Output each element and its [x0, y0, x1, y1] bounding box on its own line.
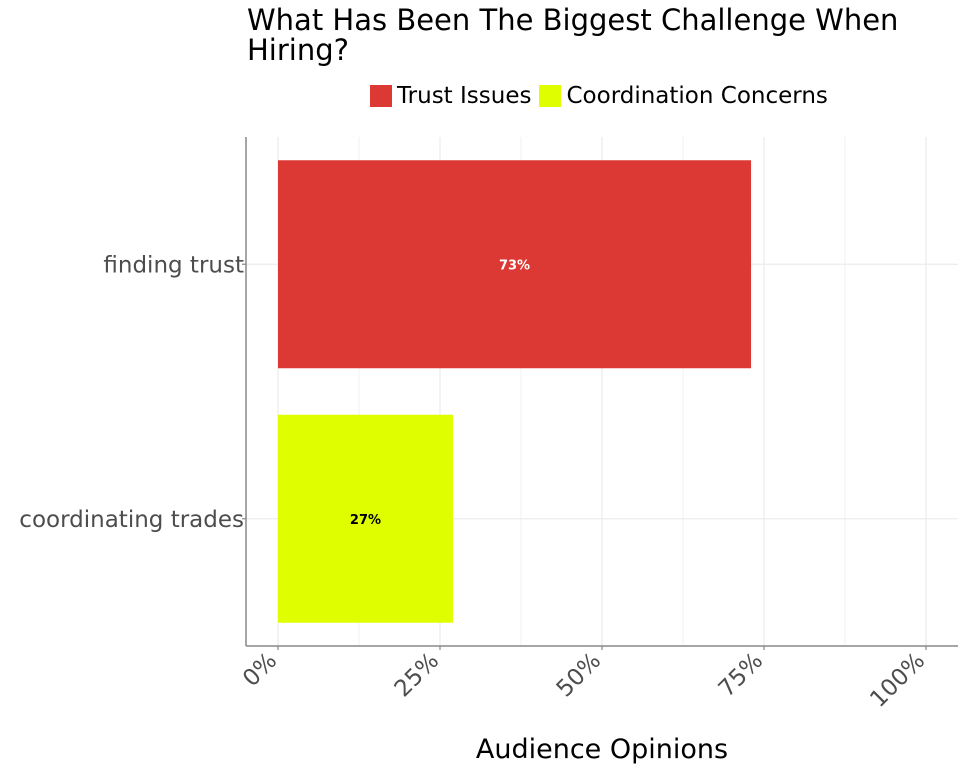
data-label: 73% — [499, 258, 530, 273]
x-tick-label: 50% — [552, 648, 607, 703]
bar-coordinating-trades — [278, 414, 453, 623]
x-tick-label: 25% — [390, 648, 445, 703]
legend-swatch-trust-issues — [370, 85, 392, 107]
x-tick-label: 75% — [714, 648, 769, 703]
x-tick-label: 0% — [238, 648, 282, 692]
legend-swatch-coordination-concerns — [539, 85, 562, 107]
chart-title: What Has Been The Biggest Challenge When… — [247, 3, 899, 67]
bar-finding-trust — [278, 160, 752, 369]
legend-item-trust-issues: Trust Issues — [370, 83, 531, 109]
data-label: 27% — [350, 513, 381, 528]
y-tick-label: coordinating trades — [19, 507, 244, 533]
legend-item-coordination-concerns: Coordination Concerns — [539, 83, 828, 109]
legend-label-coordination-concerns: Coordination Concerns — [566, 83, 828, 109]
y-tick-label: finding trust — [103, 252, 244, 278]
legend: Trust Issues Coordination Concerns — [370, 82, 836, 110]
x-tick-label: 100% — [865, 648, 930, 713]
x-axis-title: Audience Opinions — [476, 734, 728, 765]
legend-label-trust-issues: Trust Issues — [397, 83, 532, 109]
